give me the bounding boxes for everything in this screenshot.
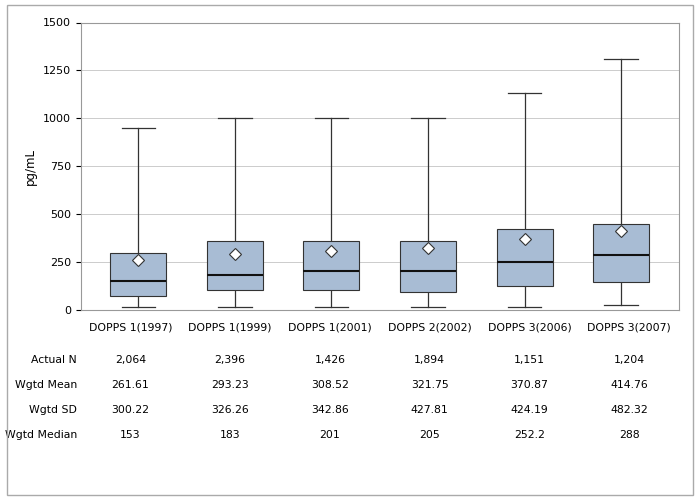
Text: 1,151: 1,151: [514, 355, 545, 365]
Text: 261.61: 261.61: [111, 380, 149, 390]
Text: 201: 201: [319, 430, 340, 440]
Text: 2,064: 2,064: [115, 355, 146, 365]
Text: 252.2: 252.2: [514, 430, 545, 440]
Bar: [593, 224, 649, 282]
Text: DOPPS 1(2001): DOPPS 1(2001): [288, 322, 372, 332]
Text: 153: 153: [120, 430, 141, 440]
Text: 288: 288: [619, 430, 639, 440]
Text: 2,396: 2,396: [215, 355, 246, 365]
Text: Wgtd Mean: Wgtd Mean: [15, 380, 77, 390]
Text: DOPPS 2(2002): DOPPS 2(2002): [388, 322, 472, 332]
Text: 183: 183: [220, 430, 240, 440]
Text: Wgtd Median: Wgtd Median: [5, 430, 77, 440]
Text: 370.87: 370.87: [510, 380, 548, 390]
Y-axis label: pg/mL: pg/mL: [24, 148, 37, 184]
Text: 427.81: 427.81: [411, 405, 449, 415]
Text: DOPPS 1(1999): DOPPS 1(1999): [188, 322, 272, 332]
Text: 1,426: 1,426: [314, 355, 345, 365]
Text: 1,204: 1,204: [614, 355, 645, 365]
Text: 293.23: 293.23: [211, 380, 249, 390]
Text: 342.86: 342.86: [311, 405, 349, 415]
Text: Wgtd SD: Wgtd SD: [29, 405, 77, 415]
Bar: [304, 241, 360, 290]
Text: DOPPS 1(1997): DOPPS 1(1997): [89, 322, 172, 332]
Bar: [400, 241, 456, 292]
Text: 205: 205: [419, 430, 440, 440]
Text: 300.22: 300.22: [111, 405, 149, 415]
Text: DOPPS 3(2006): DOPPS 3(2006): [487, 322, 571, 332]
Text: DOPPS 3(2007): DOPPS 3(2007): [587, 322, 671, 332]
Text: 424.19: 424.19: [510, 405, 548, 415]
Text: 326.26: 326.26: [211, 405, 249, 415]
Text: Actual N: Actual N: [32, 355, 77, 365]
Bar: [207, 241, 263, 290]
Bar: [496, 230, 552, 286]
Bar: [111, 252, 167, 296]
Text: 482.32: 482.32: [610, 405, 648, 415]
Text: 1,894: 1,894: [414, 355, 445, 365]
Text: 414.76: 414.76: [610, 380, 648, 390]
Text: 321.75: 321.75: [411, 380, 449, 390]
Text: 308.52: 308.52: [311, 380, 349, 390]
